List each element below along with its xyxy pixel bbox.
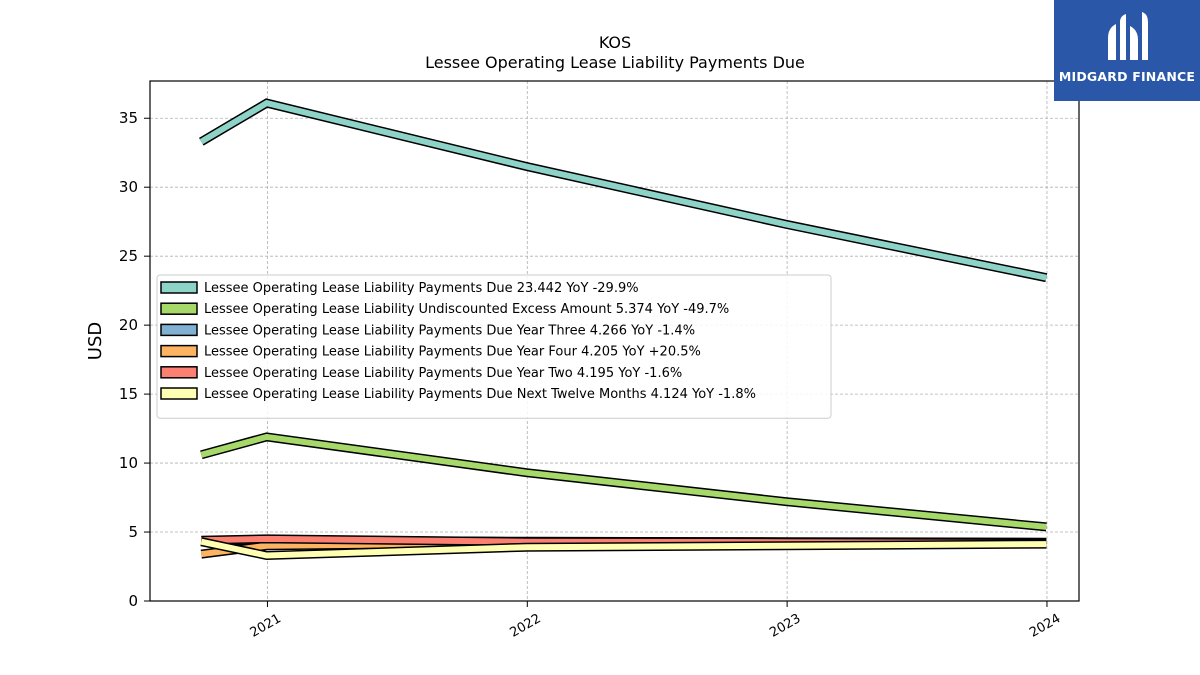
y-tick-label: 15 [119, 385, 138, 403]
legend-entry: Lessee Operating Lease Liability Undisco… [204, 302, 729, 317]
y-tick-label: 20 [119, 316, 138, 334]
y-tick-label: 5 [128, 523, 138, 541]
chart-title: KOS [599, 33, 631, 52]
legend-entry: Lessee Operating Lease Liability Payment… [204, 281, 639, 296]
legend-swatch [160, 366, 198, 379]
chart-subtitle: Lessee Operating Lease Liability Payment… [425, 53, 805, 72]
legend-swatch [160, 323, 198, 337]
legend-swatch [160, 302, 198, 315]
logo-text: MIDGARD FINANCE [1058, 69, 1196, 84]
legend-swatch [160, 387, 198, 400]
x-axis: 2021 2022 2023 2024 [248, 601, 1063, 641]
legend-box [156, 274, 832, 419]
legend-entry: Lessee Operating Lease Liability Payment… [204, 345, 701, 360]
midgard-finance-logo: MIDGARD FINANCE [1054, 0, 1200, 101]
x-tick-label: 2022 [507, 611, 543, 641]
y-tick-label: 30 [119, 178, 138, 196]
legend-entry: Lessee Operating Lease Liability Payment… [204, 366, 682, 381]
series-line [200, 433, 1047, 530]
y-tick-label: 35 [119, 109, 138, 127]
legend-swatch [160, 281, 198, 294]
logo-mark-icon [1108, 12, 1148, 60]
legend-swatch [160, 344, 198, 358]
legend: Lessee Operating Lease Liability Payment… [156, 274, 832, 419]
y-tick-label: 25 [119, 247, 138, 265]
series-layer [199, 98, 1048, 561]
x-tick-label: 2024 [1027, 611, 1063, 641]
y-axis-label: USD [85, 322, 106, 360]
legend-entry: Lessee Operating Lease Liability Payment… [204, 387, 756, 402]
plot-frame [149, 80, 1080, 602]
series-line [200, 538, 1047, 559]
y-tick-label: 0 [128, 592, 138, 610]
series-line [199, 99, 1047, 281]
y-axis: 0 5 10 15 20 25 30 35 [119, 109, 150, 610]
y-tick-label: 10 [119, 454, 138, 472]
x-tick-label: 2023 [767, 611, 803, 641]
x-tick-label: 2021 [248, 611, 284, 641]
legend-entry: Lessee Operating Lease Liability Payment… [204, 323, 695, 338]
